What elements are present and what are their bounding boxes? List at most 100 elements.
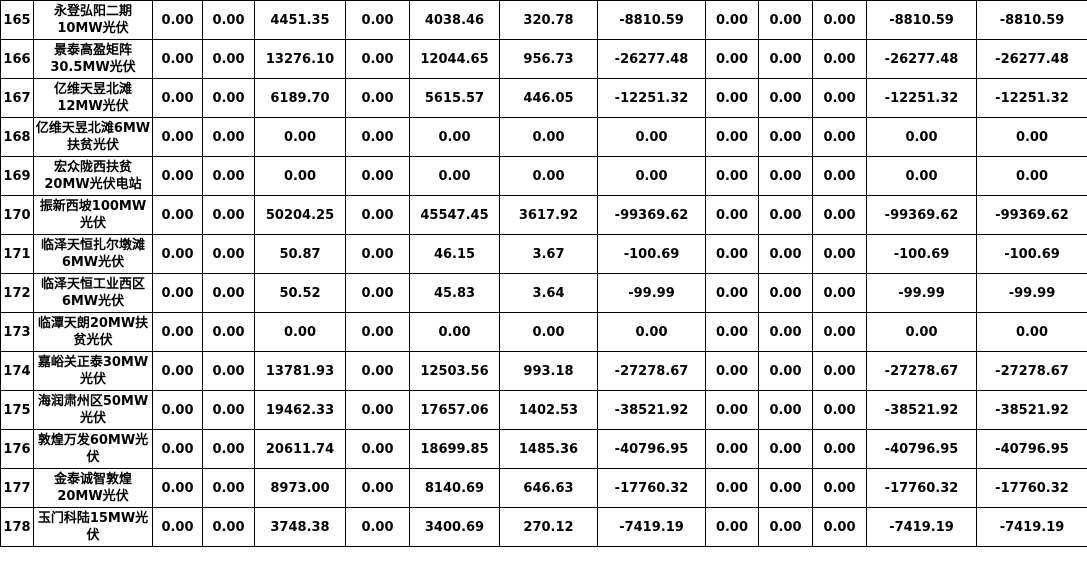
row-index: 168: [0, 117, 34, 157]
row-index: 167: [0, 78, 34, 118]
table-row: 176 敦煌万发60MW光伏 0.00 0.00 20611.74 0.00 18699.8…: [0, 429, 1087, 469]
value-cell: 50.87: [254, 234, 346, 274]
value-cell: -26277.48: [866, 39, 977, 79]
value-cell: 0.00: [499, 156, 598, 196]
value-cell: 0.00: [705, 117, 759, 157]
value-cell: 0.00: [812, 312, 867, 352]
value-cell: 0.00: [202, 156, 255, 196]
row-index: 178: [0, 507, 34, 547]
row-index: 177: [0, 468, 34, 508]
value-cell: -99369.62: [866, 195, 977, 235]
value-cell: 320.78: [499, 0, 598, 40]
value-cell: -8810.59: [597, 0, 706, 40]
value-cell: 0.00: [345, 78, 410, 118]
value-cell: 13781.93: [254, 351, 346, 391]
value-cell: 0.00: [812, 468, 867, 508]
value-cell: 0.00: [758, 117, 813, 157]
settlement-table: 165 永登弘阳二期10MW光伏 0.00 0.00 4451.35 0.00 4038.4…: [0, 0, 1087, 547]
table-row: 165 永登弘阳二期10MW光伏 0.00 0.00 4451.35 0.00 4038.4…: [0, 0, 1087, 40]
value-cell: -12251.32: [866, 78, 977, 118]
value-cell: 50204.25: [254, 195, 346, 235]
value-cell: 0.00: [812, 351, 867, 391]
value-cell: 0.00: [202, 429, 255, 469]
value-cell: 0.00: [152, 351, 203, 391]
row-index: 170: [0, 195, 34, 235]
value-cell: -26277.48: [597, 39, 706, 79]
station-name: 景泰高盈矩阵30.5MW光伏: [33, 39, 153, 79]
value-cell: 0.00: [202, 117, 255, 157]
station-name: 亿维天昱北滩6MW扶贫光伏: [33, 117, 153, 157]
value-cell: 0.00: [705, 78, 759, 118]
value-cell: 4451.35: [254, 0, 346, 40]
value-cell: 0.00: [758, 273, 813, 313]
value-cell: 0.00: [705, 468, 759, 508]
value-cell: 0.00: [758, 78, 813, 118]
value-cell: 0.00: [758, 156, 813, 196]
value-cell: 0.00: [705, 156, 759, 196]
value-cell: 0.00: [345, 507, 410, 547]
value-cell: -99.99: [866, 273, 977, 313]
value-cell: 0.00: [202, 390, 255, 430]
value-cell: 0.00: [758, 312, 813, 352]
table-row: 167 亿维天昱北滩12MW光伏 0.00 0.00 6189.70 0.00 5615.5…: [0, 78, 1087, 118]
value-cell: 0.00: [499, 312, 598, 352]
value-cell: 3.64: [499, 273, 598, 313]
value-cell: 0.00: [152, 0, 203, 40]
value-cell: 45547.45: [409, 195, 500, 235]
value-cell: -7419.19: [866, 507, 977, 547]
row-index: 174: [0, 351, 34, 391]
value-cell: 0.00: [812, 156, 867, 196]
value-cell: 0.00: [345, 468, 410, 508]
value-cell: -100.69: [976, 234, 1087, 274]
value-cell: 13276.10: [254, 39, 346, 79]
value-cell: 0.00: [202, 78, 255, 118]
value-cell: -99.99: [597, 273, 706, 313]
value-cell: 0.00: [705, 351, 759, 391]
value-cell: -12251.32: [976, 78, 1087, 118]
value-cell: 0.00: [499, 117, 598, 157]
value-cell: 0.00: [152, 429, 203, 469]
row-index: 166: [0, 39, 34, 79]
value-cell: 0.00: [597, 117, 706, 157]
station-name: 临泽天恒工业西区6MW光伏: [33, 273, 153, 313]
value-cell: 956.73: [499, 39, 598, 79]
station-name: 振新西坡100MW光伏: [33, 195, 153, 235]
value-cell: 46.15: [409, 234, 500, 274]
value-cell: 8973.00: [254, 468, 346, 508]
table-row: 173 临潭天朗20MW扶贫光伏 0.00 0.00 0.00 0.00 0.00 0.00 0…: [0, 312, 1087, 352]
value-cell: 4038.46: [409, 0, 500, 40]
value-cell: 8140.69: [409, 468, 500, 508]
value-cell: 0.00: [758, 195, 813, 235]
value-cell: 0.00: [812, 390, 867, 430]
value-cell: 0.00: [409, 117, 500, 157]
value-cell: 0.00: [705, 390, 759, 430]
value-cell: 0.00: [152, 156, 203, 196]
value-cell: 0.00: [705, 195, 759, 235]
value-cell: 0.00: [866, 312, 977, 352]
value-cell: 20611.74: [254, 429, 346, 469]
value-cell: 0.00: [866, 156, 977, 196]
value-cell: 0.00: [812, 39, 867, 79]
value-cell: 446.05: [499, 78, 598, 118]
value-cell: 0.00: [812, 0, 867, 40]
value-cell: -38521.92: [866, 390, 977, 430]
value-cell: -40796.95: [866, 429, 977, 469]
table-row: 177 金泰诚智敦煌20MW光伏 0.00 0.00 8973.00 0.00 8140.6…: [0, 468, 1087, 508]
value-cell: 0.00: [812, 195, 867, 235]
value-cell: 19462.33: [254, 390, 346, 430]
value-cell: 0.00: [758, 468, 813, 508]
station-name: 临泽天恒扎尔墩滩6MW光伏: [33, 234, 153, 274]
value-cell: 0.00: [812, 507, 867, 547]
value-cell: -27278.67: [866, 351, 977, 391]
value-cell: 18699.85: [409, 429, 500, 469]
value-cell: 12044.65: [409, 39, 500, 79]
value-cell: -99369.62: [597, 195, 706, 235]
station-name: 玉门科陆15MW光伏: [33, 507, 153, 547]
value-cell: 1402.53: [499, 390, 598, 430]
value-cell: 0.00: [345, 390, 410, 430]
value-cell: 0.00: [254, 312, 346, 352]
table-row: 166 景泰高盈矩阵30.5MW光伏 0.00 0.00 13276.10 0.00 120…: [0, 39, 1087, 79]
value-cell: 0.00: [976, 156, 1087, 196]
row-index: 165: [0, 0, 34, 40]
table-row: 169 宏众陇西扶贫20MW光伏电站 0.00 0.00 0.00 0.00 0.00 0.0…: [0, 156, 1087, 196]
